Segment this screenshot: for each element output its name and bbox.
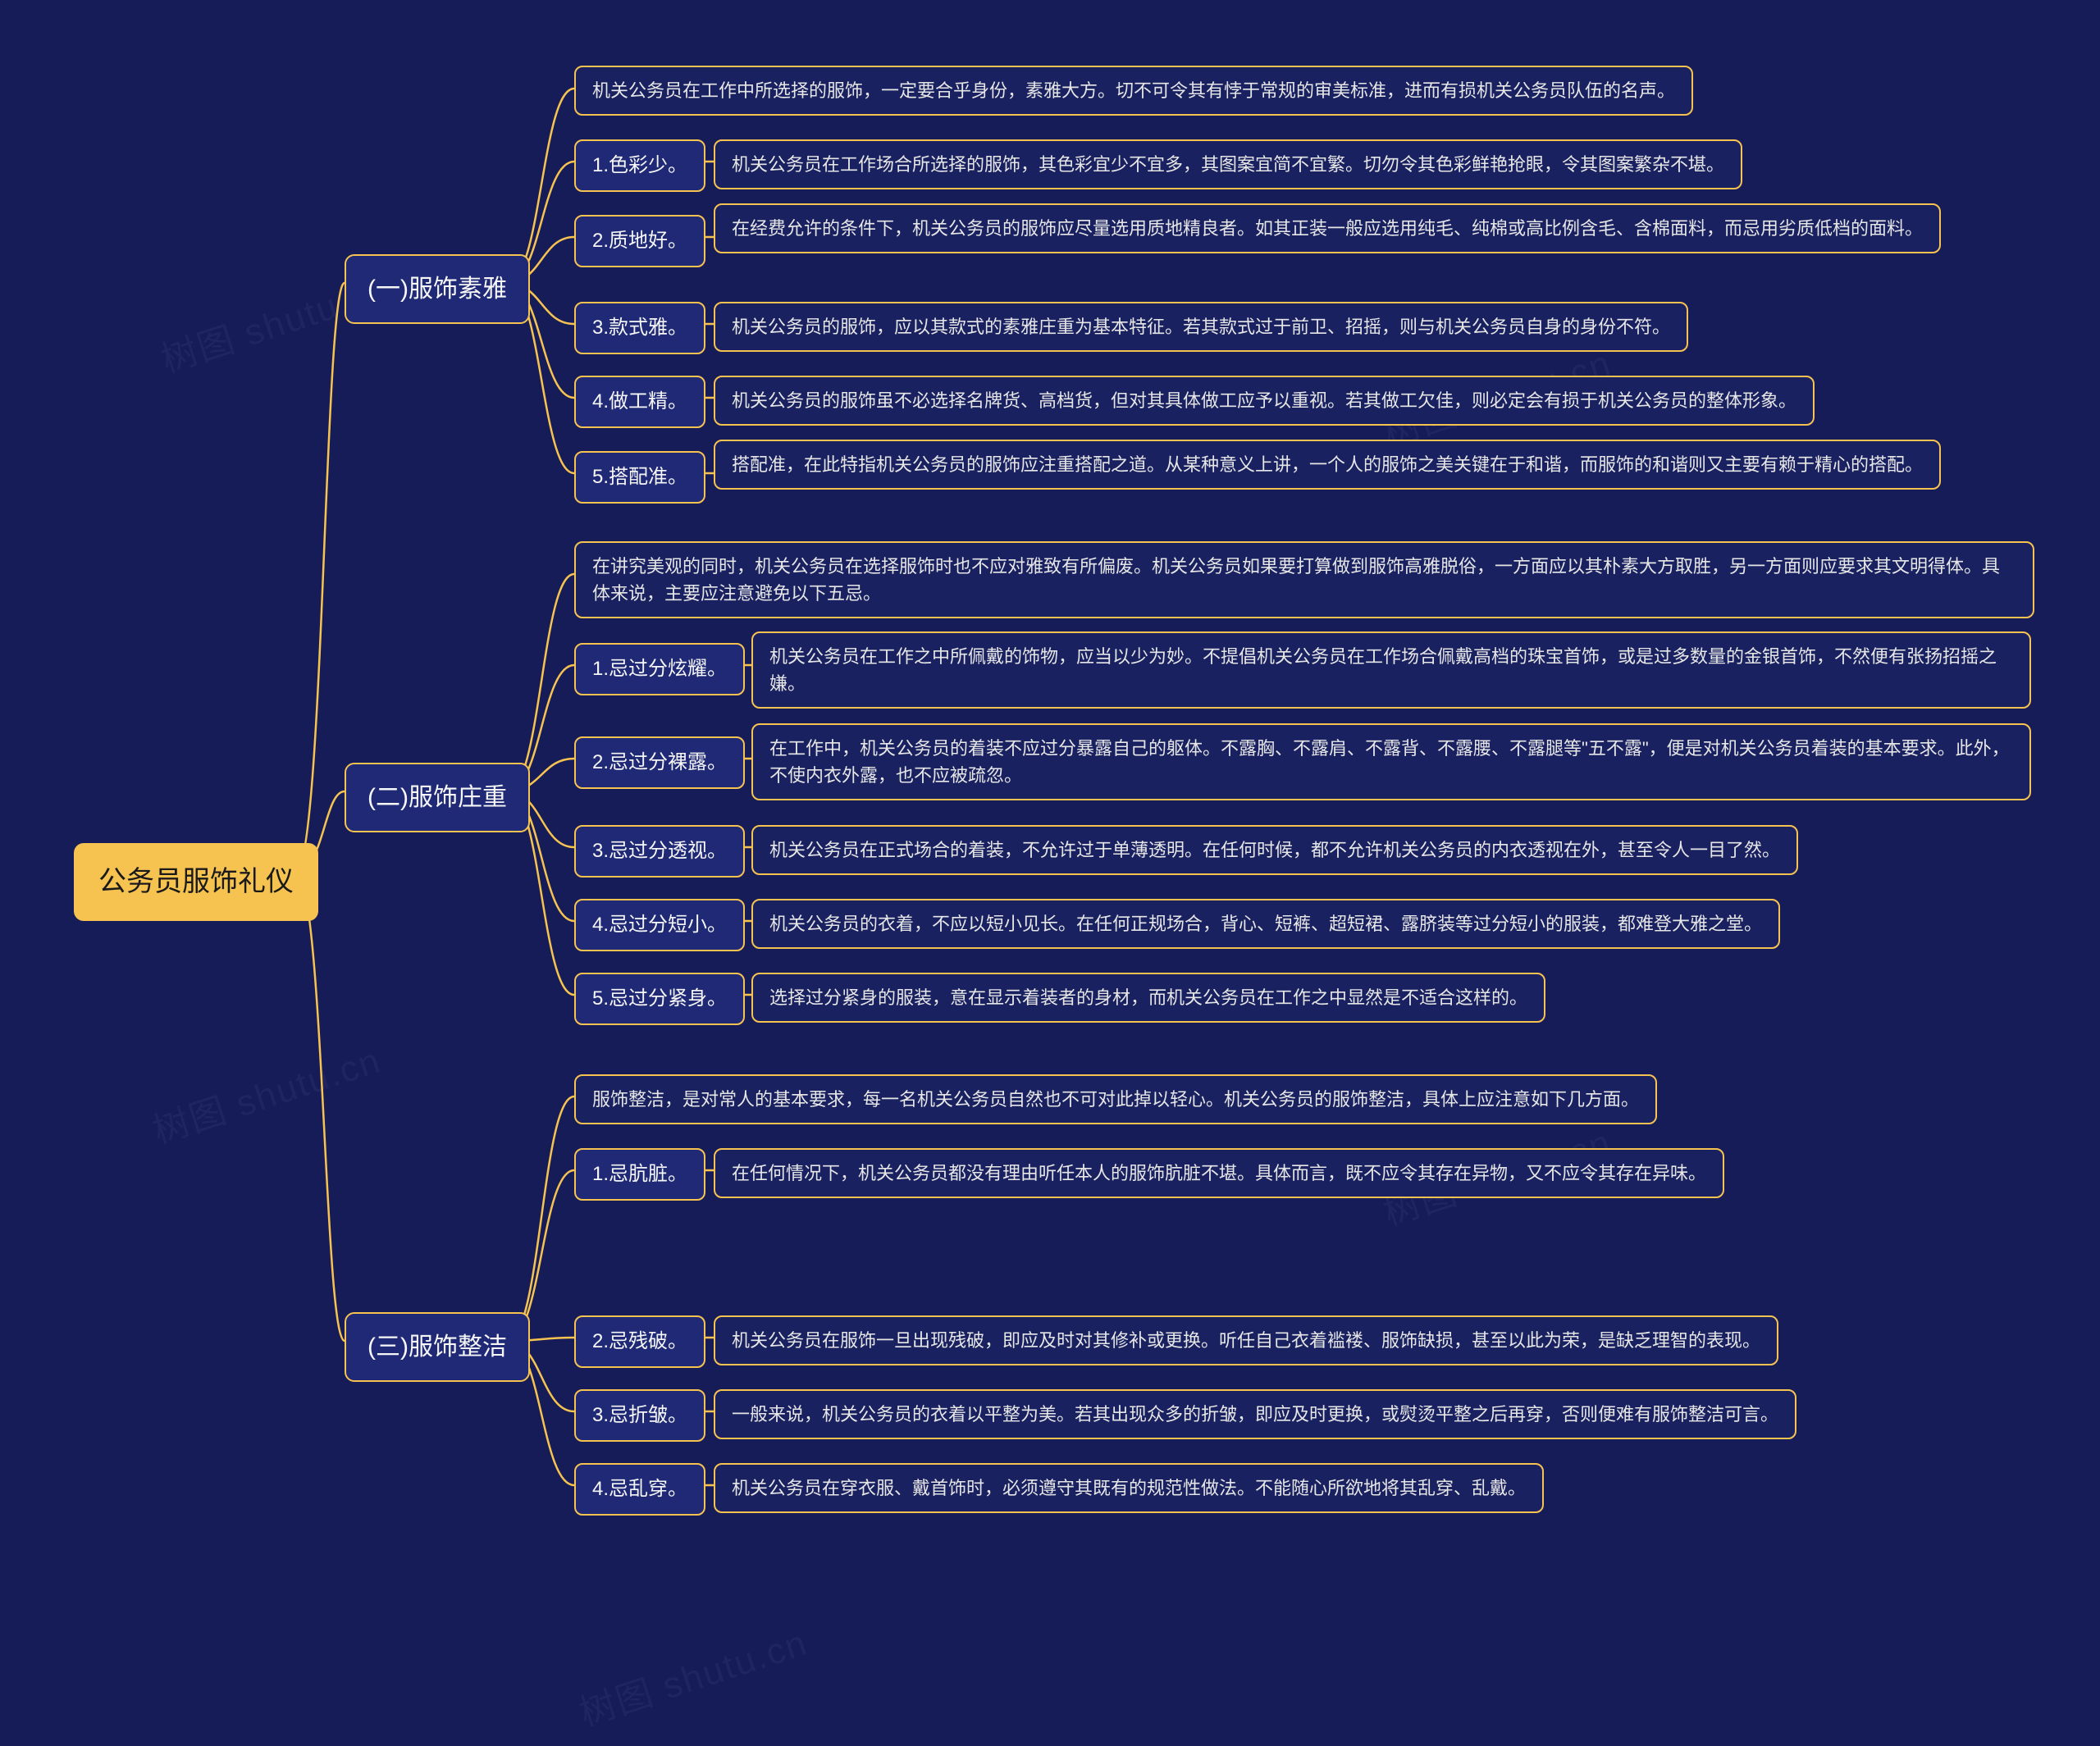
s1-leaf1: 机关公务员在工作场合所选择的服饰，其色彩宜少不宜多，其图案宜简不宜繁。切勿令其色… [714,139,1742,189]
s2-leaf4: 机关公务员的衣着，不应以短小见长。在任何正规场合，背心、短裤、超短裙、露脐装等过… [751,899,1780,949]
s2-sub4[interactable]: 4.忌过分短小。 [574,899,745,951]
s2-sub3[interactable]: 3.忌过分透视。 [574,825,745,878]
s3-leaf1: 在任何情况下，机关公务员都没有理由听任本人的服饰肮脏不堪。具体而言，既不应令其存… [714,1148,1724,1198]
mindmap-canvas: 树图 shutu.cn 树图 shutu.cn 树图 shutu.cn 树图 s… [0,0,2100,1746]
section1-intro: 机关公务员在工作中所选择的服饰，一定要合乎身份，素雅大方。切不可令其有悖于常规的… [574,66,1693,116]
watermark: 树图 shutu.cn [145,1031,386,1154]
section2-intro: 在讲究美观的同时，机关公务员在选择服饰时也不应对雅致有所偏废。机关公务员如果要打… [574,541,2034,618]
s2-leaf2: 在工作中，机关公务员的着装不应过分暴露自己的躯体。不露胸、不露肩、不露背、不露腰… [751,723,2031,800]
s1-leaf4: 机关公务员的服饰虽不必选择名牌货、高档货，但对其具体做工应予以重视。若其做工欠佳… [714,376,1815,426]
section-node-2[interactable]: (二)服饰庄重 [345,763,530,832]
s3-leaf2: 机关公务员在服饰一旦出现残破，即应及时对其修补或更换。听任自己衣着褴褛、服饰缺损… [714,1315,1778,1365]
s1-sub1[interactable]: 1.色彩少。 [574,139,705,192]
s1-leaf2: 在经费允许的条件下，机关公务员的服饰应尽量选用质地精良者。如其正装一般应选用纯毛… [714,203,1941,253]
s1-leaf3: 机关公务员的服饰，应以其款式的素雅庄重为基本特征。若其款式过于前卫、招摇，则与机… [714,302,1688,352]
s3-sub1[interactable]: 1.忌肮脏。 [574,1148,705,1201]
s3-leaf4: 机关公务员在穿衣服、戴首饰时，必须遵守其既有的规范性做法。不能随心所欲地将其乱穿… [714,1463,1544,1513]
s1-sub3[interactable]: 3.款式雅。 [574,302,705,354]
s1-sub2[interactable]: 2.质地好。 [574,215,705,267]
s2-leaf5: 选择过分紧身的服装，意在显示着装者的身材，而机关公务员在工作之中显然是不适合这样… [751,973,1545,1023]
s1-sub5[interactable]: 5.搭配准。 [574,451,705,504]
s2-sub2[interactable]: 2.忌过分裸露。 [574,736,745,789]
section-node-1[interactable]: (一)服饰素雅 [345,254,530,324]
section3-intro: 服饰整洁，是对常人的基本要求，每一名机关公务员自然也不可对此掉以轻心。机关公务员… [574,1074,1657,1124]
s2-sub5[interactable]: 5.忌过分紧身。 [574,973,745,1025]
s3-sub3[interactable]: 3.忌折皱。 [574,1389,705,1442]
s1-sub4[interactable]: 4.做工精。 [574,376,705,428]
s3-sub4[interactable]: 4.忌乱穿。 [574,1463,705,1516]
s1-leaf5: 搭配准，在此特指机关公务员的服饰应注重搭配之道。从某种意义上讲，一个人的服饰之美… [714,440,1941,490]
watermark: 树图 shutu.cn [572,1613,813,1736]
s2-leaf3: 机关公务员在正式场合的着装，不允许过于单薄透明。在任何时候，都不允许机关公务员的… [751,825,1798,875]
section-node-3[interactable]: (三)服饰整洁 [345,1312,530,1382]
s2-leaf1: 机关公务员在工作之中所佩戴的饰物，应当以少为妙。不提倡机关公务员在工作场合佩戴高… [751,631,2031,709]
root-node[interactable]: 公务员服饰礼仪 [74,843,318,921]
s3-sub2[interactable]: 2.忌残破。 [574,1315,705,1368]
s3-leaf3: 一般来说，机关公务员的衣着以平整为美。若其出现众多的折皱，即应及时更换，或熨烫平… [714,1389,1796,1439]
s2-sub1[interactable]: 1.忌过分炫耀。 [574,643,745,695]
